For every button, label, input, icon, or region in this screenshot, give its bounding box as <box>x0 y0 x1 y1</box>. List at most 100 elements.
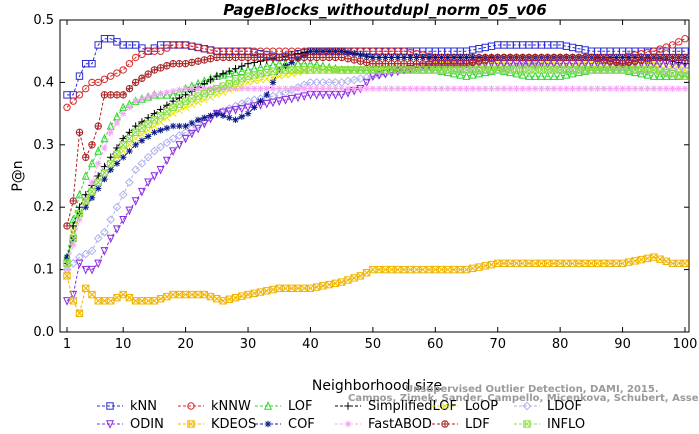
data-point <box>306 53 315 62</box>
data-point <box>163 101 171 109</box>
data-point <box>156 166 165 175</box>
data-point <box>256 76 265 84</box>
x-axis: 1 10 20 30 40 50 60 70 80 90 100 <box>63 20 697 352</box>
data-point <box>113 150 121 158</box>
data-point <box>531 71 540 80</box>
data-point <box>294 53 302 62</box>
data-point <box>668 41 677 49</box>
data-point <box>337 53 346 62</box>
data-point <box>575 60 583 68</box>
data-point <box>257 85 264 92</box>
data-point <box>388 54 395 61</box>
data-point <box>643 54 652 63</box>
data-point <box>138 130 146 138</box>
data-point <box>63 103 71 112</box>
data-point <box>681 259 689 268</box>
data-point <box>388 85 395 92</box>
data-point <box>169 122 177 130</box>
data-point <box>238 53 246 62</box>
data-point <box>300 92 309 102</box>
data-point <box>382 85 389 92</box>
data-point <box>430 65 440 75</box>
data-point <box>150 109 159 118</box>
data-point <box>613 85 620 92</box>
data-point <box>550 85 558 92</box>
data-point <box>213 295 221 303</box>
data-point <box>118 190 128 200</box>
data-point <box>219 297 227 305</box>
x-tick-label: 30 <box>240 337 257 352</box>
data-point <box>150 116 159 124</box>
data-point <box>581 85 589 92</box>
data-point <box>456 70 465 79</box>
data-point <box>137 187 146 197</box>
data-point <box>156 47 165 55</box>
data-point <box>119 215 128 225</box>
legend-item-fastabod: FastABOD <box>335 417 432 432</box>
data-point <box>225 295 234 303</box>
data-point <box>125 206 134 216</box>
data-point <box>256 288 265 296</box>
data-point <box>226 114 233 121</box>
data-point <box>306 284 315 293</box>
data-point <box>224 104 234 114</box>
data-point <box>394 54 402 61</box>
data-point <box>549 71 558 80</box>
data-point <box>69 222 77 230</box>
watermark-line-2: Campos, Zimek, Sander, Campello, Micenko… <box>348 393 699 404</box>
data-point <box>144 93 152 101</box>
data-point <box>437 65 446 75</box>
data-point <box>94 259 103 269</box>
data-point <box>463 85 470 92</box>
data-point <box>194 124 203 134</box>
data-point <box>162 156 171 166</box>
legend-label: SimplifiedLOF <box>368 399 457 414</box>
data-point <box>438 85 445 92</box>
data-point <box>75 309 84 317</box>
y-tick-label: 0.1 <box>33 263 54 278</box>
data-point <box>444 59 452 68</box>
data-point <box>625 58 633 67</box>
data-point <box>182 122 189 130</box>
data-point <box>81 265 90 275</box>
data-point <box>269 73 277 81</box>
data-point <box>675 85 682 92</box>
legend-item-lof: LOF <box>255 399 313 414</box>
data-point <box>275 66 283 74</box>
data-point <box>487 54 496 63</box>
series-line <box>66 88 685 270</box>
data-point <box>119 134 127 143</box>
data-point <box>656 255 664 263</box>
data-point <box>537 259 546 268</box>
data-point <box>219 69 227 78</box>
data-point <box>425 85 433 92</box>
data-point <box>207 93 215 101</box>
data-point <box>126 104 133 111</box>
data-point <box>612 58 621 67</box>
data-point <box>81 249 91 259</box>
legend-item-inflo: INFLO <box>514 417 585 432</box>
x-axis-label: Neighborhood size <box>312 378 442 394</box>
data-point <box>344 66 352 74</box>
data-point <box>630 65 640 75</box>
data-point <box>100 162 109 171</box>
data-point <box>251 85 258 92</box>
data-point <box>132 135 140 143</box>
data-point <box>457 85 464 92</box>
data-point <box>487 260 496 269</box>
data-point <box>232 116 239 124</box>
data-point <box>344 54 352 63</box>
data-point <box>463 54 470 61</box>
data-point <box>144 120 152 128</box>
data-point <box>100 75 109 83</box>
data-point <box>649 71 658 80</box>
legend: kNN kNNW LOF SimplifiedLOF LoOP LDOF ODIN KDEOS… <box>97 399 585 432</box>
data-point <box>500 85 508 92</box>
data-point <box>432 85 439 92</box>
legend-marker <box>106 420 114 429</box>
data-point <box>94 41 102 49</box>
data-point <box>182 85 189 92</box>
data-point <box>87 246 97 256</box>
data-point <box>456 59 464 68</box>
data-point <box>400 59 408 68</box>
